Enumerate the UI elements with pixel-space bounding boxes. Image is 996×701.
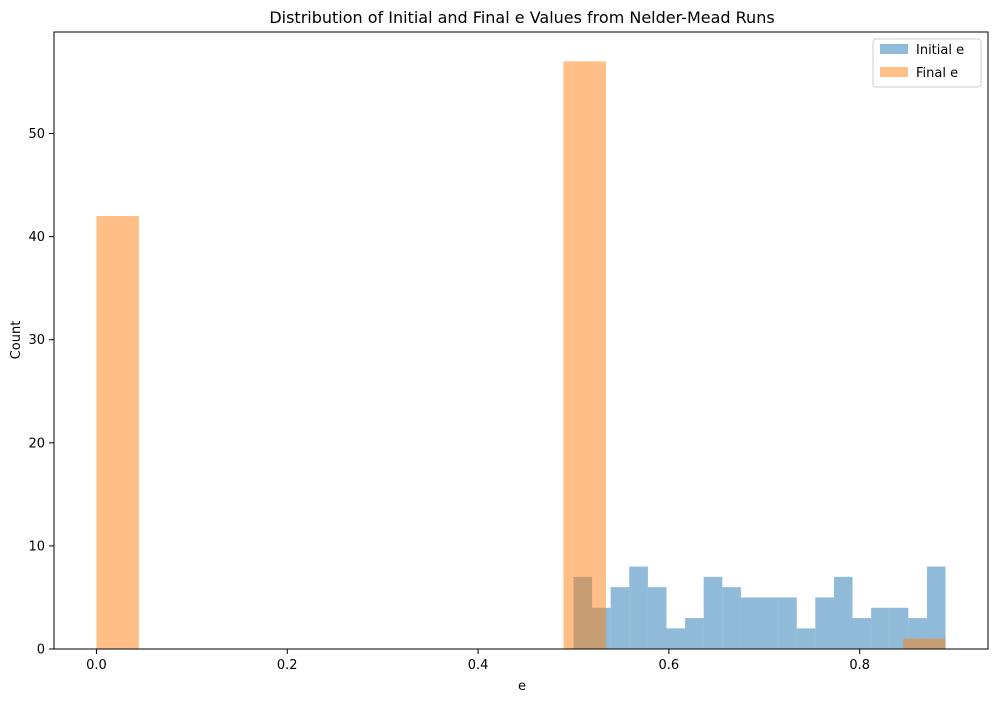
bar-initial-e-2 — [610, 587, 630, 649]
y-axis-ticks: 0 10 20 30 40 50 — [28, 127, 54, 658]
chart-title: Distribution of Initial and Final e Valu… — [269, 8, 774, 27]
x-tick-label: 0.0 — [86, 658, 107, 673]
plot-area-frame — [53, 31, 989, 650]
bar-initial-e-8 — [722, 587, 741, 649]
bar-initial-e-5 — [666, 628, 686, 649]
bar-final-e-1 — [563, 61, 606, 649]
y-tick-label: 40 — [28, 230, 45, 245]
bar-initial-e-13 — [815, 597, 834, 649]
x-axis-label: e — [518, 679, 526, 694]
legend-swatch-final-e — [880, 67, 908, 77]
bar-initial-e-10 — [759, 597, 779, 649]
y-tick-label: 50 — [28, 127, 45, 142]
legend-label-initial-e: Initial e — [916, 43, 964, 58]
legend-swatch-initial-e — [880, 44, 908, 54]
x-tick-label: 0.2 — [277, 658, 298, 673]
bar-final-e-2 — [903, 638, 946, 649]
bar-initial-e-3 — [629, 566, 648, 649]
bar-initial-e-6 — [685, 618, 704, 649]
legend: Initial e Final e — [872, 38, 982, 88]
bar-initial-e-7 — [703, 576, 723, 649]
bar-initial-e-4 — [647, 587, 667, 649]
bar-initial-e-12 — [796, 628, 816, 649]
final-e-bars — [96, 61, 946, 649]
y-tick-label: 10 — [28, 539, 45, 554]
y-tick-label: 30 — [28, 333, 45, 348]
x-tick-label: 0.8 — [849, 658, 870, 673]
y-tick-label: 0 — [37, 643, 45, 658]
bar-initial-e-16 — [871, 607, 890, 649]
bar-initial-e-14 — [833, 576, 853, 649]
bar-final-e-0 — [96, 216, 139, 649]
y-tick-label: 20 — [28, 436, 45, 451]
y-axis-label: Count — [9, 321, 24, 360]
x-axis-ticks: 0.0 0.2 0.4 0.6 0.8 — [86, 649, 870, 673]
legend-label-final-e: Final e — [916, 66, 958, 81]
bar-initial-e-15 — [852, 618, 872, 649]
x-tick-label: 0.4 — [468, 658, 489, 673]
bar-initial-e-9 — [740, 597, 760, 649]
x-tick-label: 0.6 — [659, 658, 680, 673]
bar-initial-e-19 — [926, 566, 946, 649]
bar-initial-e-11 — [778, 597, 797, 649]
